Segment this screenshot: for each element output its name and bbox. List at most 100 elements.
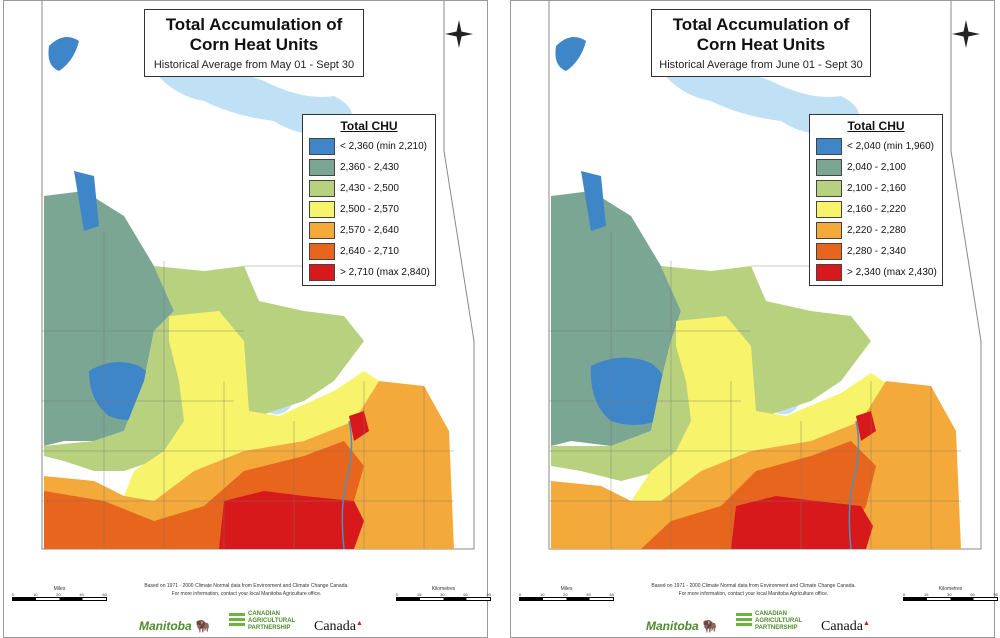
canada-wordmark: Canada▲ xyxy=(314,619,363,635)
zone-gt2340 xyxy=(731,496,873,549)
scale-tick: 0 xyxy=(12,592,15,597)
municipal-boundaries xyxy=(549,231,961,549)
red-river xyxy=(848,420,860,550)
legend-item: 2,500 - 2,570 xyxy=(309,199,429,220)
legend-label: > 2,710 (max 2,840) xyxy=(340,267,430,278)
legend-swatch xyxy=(309,222,335,239)
cap-line1: CANADIAN xyxy=(755,611,787,617)
province-outline xyxy=(41,1,475,550)
scale-tick: 20 xyxy=(56,592,61,597)
red-river xyxy=(341,420,353,550)
legend: Total CHU < 2,360 (min 2,210) 2,360 - 2,… xyxy=(302,114,436,286)
scale-line xyxy=(519,597,614,601)
scale-tick: 30 xyxy=(440,592,445,597)
contact-note: For more information, contact your local… xyxy=(171,591,322,597)
legend-item: 2,430 - 2,500 xyxy=(309,178,429,199)
scale-tick: 90 xyxy=(486,592,491,597)
flag-icon: ▲ xyxy=(355,619,363,627)
legend-swatch xyxy=(816,222,842,239)
chu-map-june xyxy=(548,1,982,550)
scale-tick: 60 xyxy=(609,592,614,597)
zone-lt2360 xyxy=(74,171,99,231)
scale-bar-km: Kilometres 0 15 30 60 90 xyxy=(396,586,491,601)
north-west-lake xyxy=(555,37,586,71)
cap-bars-icon xyxy=(736,613,752,633)
manitoba-logo: Manitoba 🦬 xyxy=(646,619,717,633)
canada-wordmark: Canada▲ xyxy=(821,619,870,635)
legend-swatch xyxy=(309,159,335,176)
legend-item: 2,220 - 2,280 xyxy=(816,220,936,241)
legend-label: < 2,040 (min 1,960) xyxy=(847,141,934,152)
legend-swatch xyxy=(816,264,842,281)
flag-icon: ▲ xyxy=(862,619,870,627)
map-subtitle: Historical Average from June 01 - Sept 3… xyxy=(659,59,863,71)
legend-item: 2,160 - 2,220 xyxy=(816,199,936,220)
cap-line1: CANADIAN xyxy=(248,611,280,617)
bison-icon: 🦬 xyxy=(195,619,210,633)
legend-swatch xyxy=(816,159,842,176)
map-panel-may: Total Accumulation of Corn Heat Units Hi… xyxy=(3,0,491,638)
scale-line xyxy=(903,597,998,601)
data-source-note: Based on 1971 - 2000 Climate Normal data… xyxy=(651,583,856,589)
zone-gt2710 xyxy=(219,491,364,549)
cap-line2: AGRICULTURAL xyxy=(248,618,296,624)
legend-label: < 2,360 (min 2,210) xyxy=(340,141,427,152)
map-title-line1: Total Accumulation of xyxy=(165,15,343,34)
compass-rose-icon xyxy=(445,20,473,48)
scale-tick: 90 xyxy=(993,592,998,597)
map-title-box: Total Accumulation of Corn Heat Units Hi… xyxy=(651,9,871,77)
scale-tick: 60 xyxy=(102,592,107,597)
manitoba-logo: Manitoba 🦬 xyxy=(139,619,210,633)
bison-icon: 🦬 xyxy=(702,619,717,633)
legend-label: 2,100 - 2,160 xyxy=(847,183,906,194)
map-title-line2: Corn Heat Units xyxy=(696,35,826,54)
legend-label: 2,500 - 2,570 xyxy=(340,204,399,215)
scale-tick: 0 xyxy=(903,592,906,597)
scale-tick: 20 xyxy=(563,592,568,597)
zone-2500-2570 xyxy=(124,311,379,501)
legend-label: 2,160 - 2,220 xyxy=(847,204,906,215)
zone-lt2040 xyxy=(581,171,606,231)
scale-bar-miles: Miles 0 10 20 40 60 xyxy=(12,586,107,601)
municipal-boundaries xyxy=(42,231,454,549)
scale-tick: 10 xyxy=(539,592,545,597)
scale-tick: 10 xyxy=(32,592,38,597)
zone-2160-2220 xyxy=(631,316,886,501)
cap-line3: PARTNERSHIP xyxy=(248,625,291,631)
legend-swatch xyxy=(309,264,335,281)
legend-item: < 2,360 (min 2,210) xyxy=(309,136,429,157)
legend-label: 2,640 - 2,710 xyxy=(340,246,399,257)
legend-swatch xyxy=(309,243,335,260)
data-source-note: Based on 1971 - 2000 Climate Normal data… xyxy=(144,583,349,589)
compass-rose-icon xyxy=(952,20,980,48)
scale-tick: 60 xyxy=(970,592,975,597)
scale-unit: Kilometres xyxy=(938,586,963,592)
scale-bar-miles: Miles 0 10 20 40 60 xyxy=(519,586,614,601)
scale-tick: 0 xyxy=(396,592,399,597)
legend-label: 2,280 - 2,340 xyxy=(847,246,906,257)
legend-label: 2,040 - 2,100 xyxy=(847,162,906,173)
logo-strip: Manitoba 🦬 CANADIAN AGRICULTURAL PARTNER… xyxy=(641,611,891,637)
cap-line2: AGRICULTURAL xyxy=(755,618,803,624)
legend-item: 2,570 - 2,640 xyxy=(309,220,429,241)
map-subtitle: Historical Average from May 01 - Sept 30 xyxy=(153,59,355,71)
scale-tick: 15 xyxy=(923,592,929,597)
legend-label: 2,430 - 2,500 xyxy=(340,183,399,194)
legend-item: > 2,710 (max 2,840) xyxy=(309,262,430,283)
cap-line3: PARTNERSHIP xyxy=(755,625,798,631)
scale-tick: 15 xyxy=(416,592,422,597)
manitoba-wordmark: Manitoba xyxy=(139,619,192,633)
legend-label: > 2,340 (max 2,430) xyxy=(847,267,937,278)
legend-swatch xyxy=(309,180,335,197)
legend-item: 2,100 - 2,160 xyxy=(816,178,936,199)
legend-item: < 2,040 (min 1,960) xyxy=(816,136,936,157)
legend-item: 2,640 - 2,710 xyxy=(309,241,429,262)
map-panel-june: Total Accumulation of Corn Heat Units Hi… xyxy=(510,0,998,638)
legend-swatch xyxy=(816,138,842,155)
legend-swatch xyxy=(309,201,335,218)
canada-text: Canada xyxy=(314,619,356,634)
map-title-line2: Corn Heat Units xyxy=(189,35,319,54)
map-title-box: Total Accumulation of Corn Heat Units Hi… xyxy=(144,9,364,77)
cap-bars-icon xyxy=(229,613,245,633)
legend-label: 2,570 - 2,640 xyxy=(340,225,399,236)
